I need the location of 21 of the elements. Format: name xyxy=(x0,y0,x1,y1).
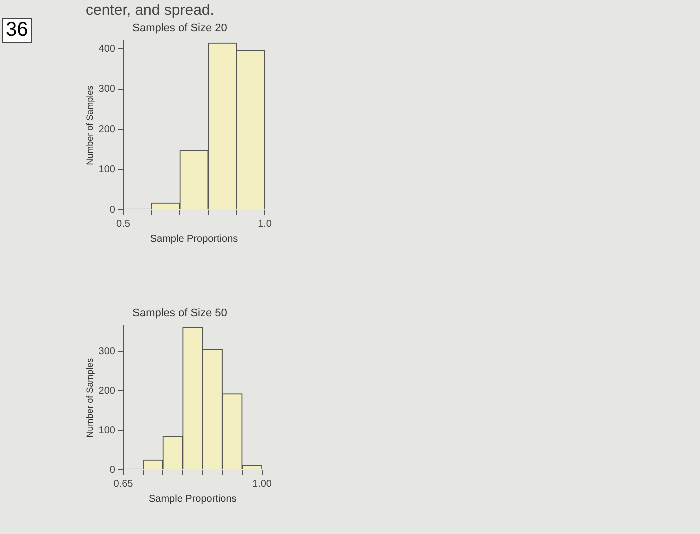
x-tick-label: 1.0 xyxy=(258,218,272,230)
y-tick-label: 200 xyxy=(98,386,116,397)
x-axis-title: Sample Proportions xyxy=(150,234,238,245)
chart-title: Samples of Size 50 xyxy=(132,308,228,320)
text: center, and spread. xyxy=(86,2,214,19)
y-tick-label: 0 xyxy=(110,204,116,216)
x-tick-label: 1.00 xyxy=(252,478,272,490)
y-tick-label: 0 xyxy=(110,464,116,476)
chart-title: Samples of Size 20 xyxy=(132,22,228,35)
y-tick-label: 300 xyxy=(98,84,116,96)
y-tick-label: 100 xyxy=(98,164,116,176)
x-tick-label: 0.65 xyxy=(114,478,134,490)
text: 36 xyxy=(2,18,32,43)
y-axis-title: Number of Samples xyxy=(84,85,95,166)
y-tick-label: 300 xyxy=(98,346,116,358)
y-tick-label: 200 xyxy=(98,124,116,136)
y-axis-title: Number of Samples xyxy=(84,358,95,438)
x-axis-title: Sample Proportions xyxy=(148,494,237,505)
x-tick-label: 0.5 xyxy=(116,218,131,230)
y-tick-label: 400 xyxy=(98,44,116,55)
y-tick-label: 100 xyxy=(98,425,116,436)
